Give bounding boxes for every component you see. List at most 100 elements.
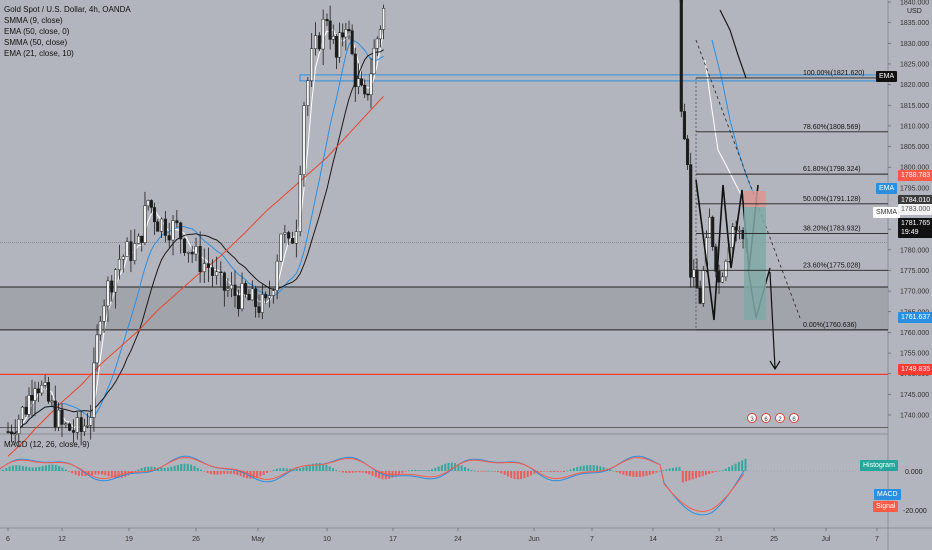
event-badge bbox=[747, 413, 757, 423]
histogram-bar bbox=[625, 471, 628, 476]
macd-legend[interactable]: MACD (12, 26, close, 9) bbox=[4, 440, 90, 449]
candle-body bbox=[194, 246, 198, 255]
price-tick: 1815.000 bbox=[900, 103, 929, 110]
histogram-bar bbox=[440, 465, 443, 471]
histogram-bar bbox=[332, 468, 334, 471]
time-tick: 14 bbox=[649, 536, 657, 543]
histogram-bar bbox=[526, 471, 529, 477]
price-tick: 1825.000 bbox=[900, 61, 929, 68]
candle-body bbox=[711, 216, 715, 248]
histogram-bar bbox=[675, 467, 678, 471]
histogram-bar bbox=[394, 471, 397, 477]
histogram-bar bbox=[407, 470, 410, 472]
candle-body bbox=[57, 409, 61, 428]
histogram-bar bbox=[718, 470, 721, 472]
candle-body bbox=[202, 263, 206, 273]
histogram-bar bbox=[71, 471, 74, 474]
event-badge bbox=[775, 413, 785, 423]
candle-body bbox=[36, 388, 40, 394]
candle-body bbox=[236, 295, 241, 310]
histogram-bar bbox=[368, 471, 371, 475]
take-profit-box bbox=[744, 207, 766, 320]
indicator-smma9[interactable]: SMMA (9, close) bbox=[4, 16, 63, 25]
candle-body bbox=[10, 431, 14, 435]
histogram-bar bbox=[2, 469, 4, 471]
histogram-bar bbox=[704, 471, 707, 476]
histogram-bar bbox=[728, 467, 730, 471]
histogram-bar bbox=[196, 467, 199, 471]
histogram-bar bbox=[417, 470, 420, 471]
candle-body bbox=[724, 261, 728, 278]
candle-body bbox=[156, 221, 160, 232]
ema-blue-tag: EMA bbox=[876, 183, 898, 194]
indicator-smma50[interactable]: SMMA (50, close) bbox=[4, 38, 68, 47]
histogram-bar bbox=[176, 464, 179, 471]
histogram-bar bbox=[586, 465, 589, 471]
histogram-bar bbox=[318, 462, 321, 471]
indicator-ema21[interactable]: EMA (21, close, 10) bbox=[4, 49, 74, 58]
candle-body bbox=[372, 48, 376, 75]
candle-body bbox=[13, 433, 17, 436]
candle-body bbox=[229, 284, 233, 290]
histogram-tag: Histogram bbox=[860, 460, 898, 471]
histogram-bar bbox=[678, 467, 681, 471]
fib-label: 100.00%(1821.620) bbox=[803, 70, 865, 77]
time-axis: 6 12 19 26 May 10 17 24 Jun 7 14 21 25 Jul 7 bbox=[6, 528, 879, 543]
currency-label: USD bbox=[907, 8, 922, 15]
candle-body bbox=[33, 388, 37, 401]
histogram-bar bbox=[87, 471, 90, 476]
histogram-bar bbox=[599, 466, 602, 471]
histogram-bar bbox=[701, 471, 704, 477]
trend-line-dashed bbox=[695, 39, 801, 319]
histogram-bar bbox=[480, 471, 483, 472]
candle-body bbox=[306, 80, 310, 106]
histogram-bar bbox=[648, 471, 651, 475]
time-tick: Jul bbox=[822, 536, 831, 543]
candle-body bbox=[68, 423, 72, 431]
candle-body bbox=[698, 288, 702, 304]
histogram-bar bbox=[556, 471, 559, 473]
histogram-bar bbox=[698, 471, 701, 478]
candle-body bbox=[298, 174, 302, 232]
histogram-bar bbox=[411, 469, 414, 471]
histogram-bar bbox=[398, 471, 400, 475]
histogram-bar bbox=[328, 466, 331, 471]
histogram-bar bbox=[229, 471, 232, 474]
candle-body bbox=[287, 232, 291, 239]
histogram-bar bbox=[305, 465, 308, 471]
price-tick: 1745.000 bbox=[900, 392, 929, 399]
histogram-bar bbox=[629, 471, 631, 477]
indicator-ema50[interactable]: EMA (50, close, 0) bbox=[4, 27, 70, 36]
histogram-bar bbox=[516, 471, 519, 480]
histogram-bar bbox=[186, 463, 189, 471]
support-zone bbox=[0, 286, 888, 331]
histogram-bar bbox=[381, 471, 384, 480]
candle-body bbox=[369, 73, 373, 96]
histogram-bar bbox=[533, 471, 536, 474]
candle-body bbox=[171, 220, 175, 241]
histogram-bar bbox=[315, 462, 318, 471]
histogram-bar bbox=[193, 466, 196, 471]
histogram-bar bbox=[619, 471, 622, 474]
histogram-bar bbox=[107, 471, 110, 477]
time-tick: 21 bbox=[715, 536, 723, 543]
histogram-bar bbox=[523, 471, 526, 479]
histogram-bar bbox=[365, 471, 367, 474]
price-tag-1761: 1761.637 bbox=[898, 312, 932, 323]
candle-body bbox=[313, 35, 318, 49]
histogram-bar bbox=[361, 471, 364, 473]
histogram-bar bbox=[223, 471, 226, 474]
price-tick: 1795.000 bbox=[900, 185, 929, 192]
histogram-bar bbox=[553, 471, 556, 473]
candle-body bbox=[257, 306, 261, 313]
histogram-bar bbox=[239, 471, 242, 477]
histogram-bar bbox=[209, 471, 212, 475]
histogram-bar bbox=[312, 463, 315, 471]
histogram-bar bbox=[543, 471, 546, 472]
support-zone-fill bbox=[0, 286, 888, 330]
histogram-bar bbox=[450, 462, 453, 471]
smma50-line bbox=[7, 49, 384, 434]
histogram-bar bbox=[15, 465, 18, 471]
